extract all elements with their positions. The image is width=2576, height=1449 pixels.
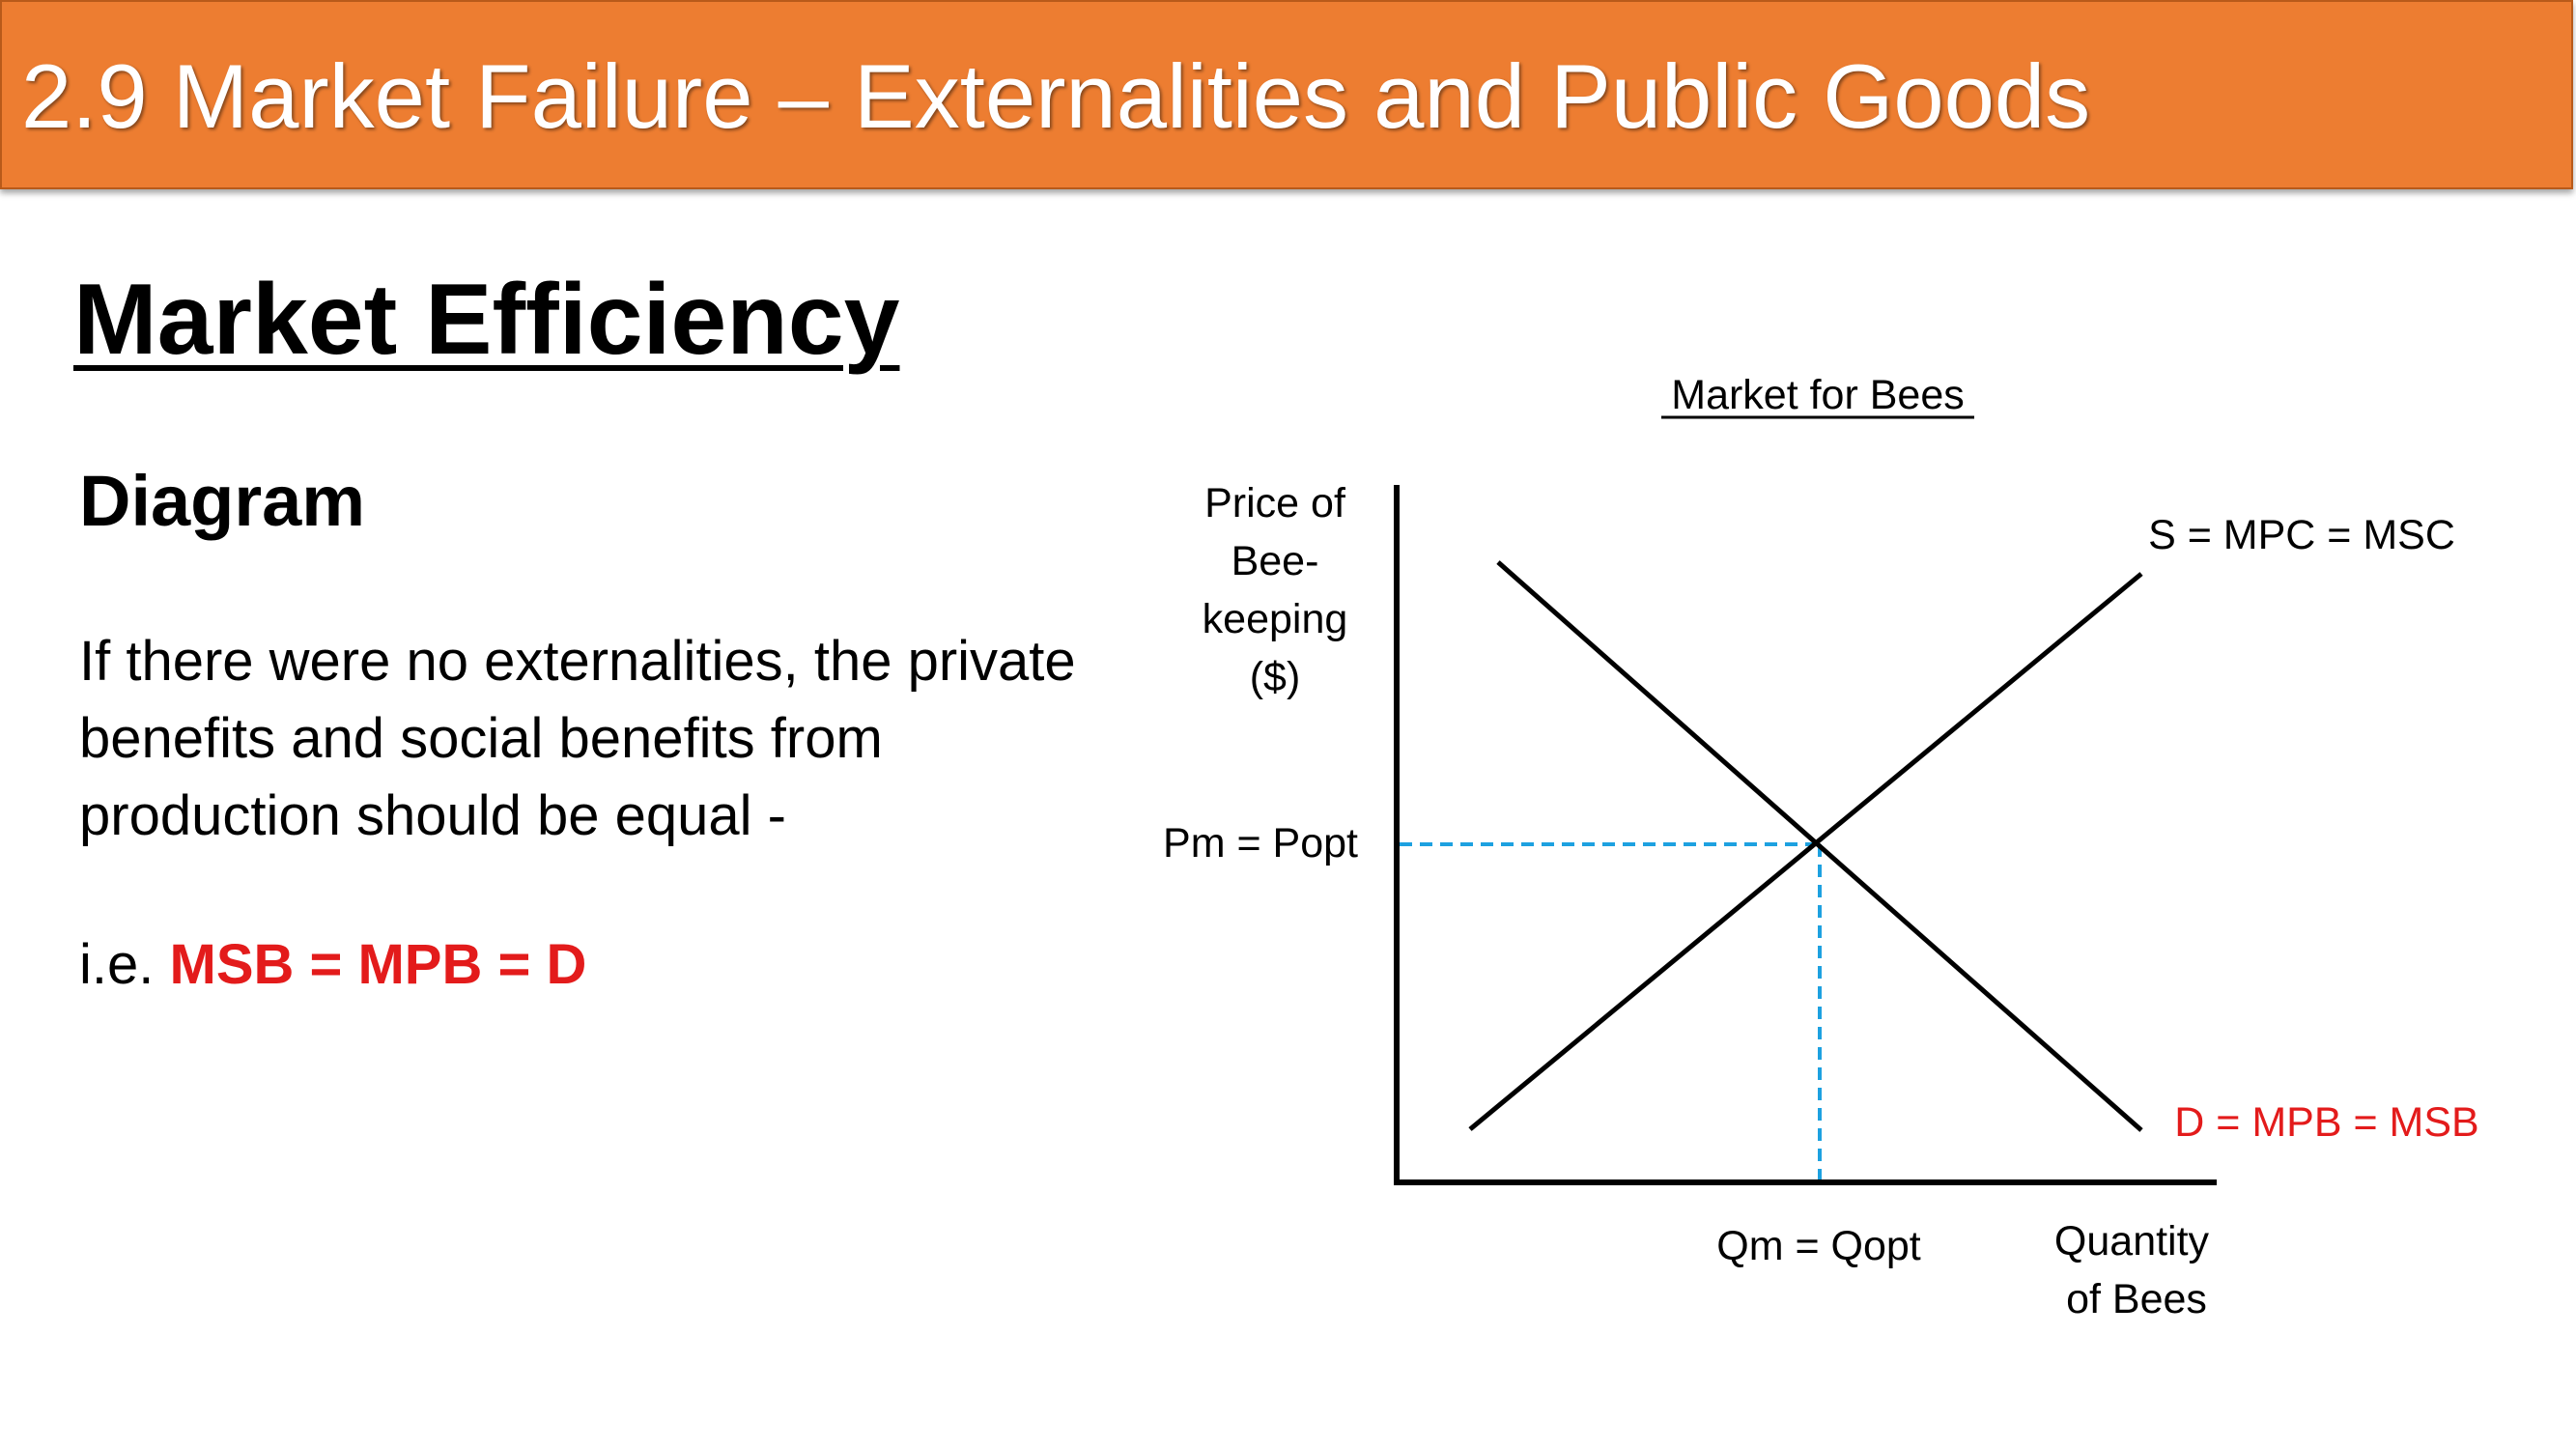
- price-label: Pm = Popt: [1163, 820, 1358, 867]
- equality-line: i.e. MSB = MPB = D: [79, 932, 586, 997]
- demand-label: D = MPB = MSB: [2174, 1099, 2478, 1146]
- demand-curve: [1496, 560, 2143, 1132]
- x-axis-label-line-1: Quantity: [2054, 1218, 2210, 1264]
- equality-highlight: MSB = MPB = D: [169, 933, 587, 996]
- supply-curve: [1468, 572, 2143, 1131]
- y-axis-label-line-2: Bee-: [1231, 538, 1319, 584]
- equality-prefix: i.e.: [79, 933, 170, 996]
- quantity-label: Qm = Qopt: [1716, 1223, 1921, 1269]
- supply-label: S = MPC = MSC: [2148, 512, 2455, 558]
- y-axis-label-line-3: keeping: [1203, 596, 1348, 642]
- x-axis-label-line-2: of Bees: [2066, 1276, 2207, 1322]
- y-axis-label-line-1: Price of: [1204, 480, 1346, 526]
- slide-title: 2.9 Market Failure – Externalities and P…: [21, 45, 2091, 147]
- diagram-title: Market for Bees: [1671, 372, 1965, 418]
- section-heading: Market Efficiency: [73, 264, 900, 376]
- body-paragraph: If there were no externalities, the priv…: [79, 630, 1076, 847]
- y-axis-label-line-4: ($): [1250, 654, 1301, 700]
- title-bar: 2.9 Market Failure – Externalities and P…: [0, 0, 2573, 189]
- subheading: Diagram: [79, 461, 366, 541]
